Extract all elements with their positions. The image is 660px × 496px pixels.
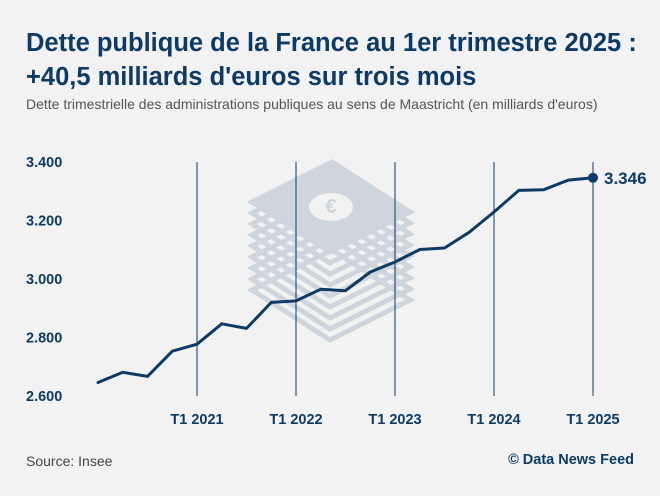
banknote-sheet (246, 247, 416, 343)
banknote-sheet (246, 236, 416, 332)
x-tick-label: T1 2022 (269, 412, 322, 428)
last-value-label: 3.346 (604, 169, 647, 188)
y-tick-label: 2.800 (26, 331, 62, 347)
x-tick-label: T1 2023 (368, 412, 421, 428)
x-axis-ticks: T1 2021 T1 2022 T1 2023 T1 2024 T1 2025 (170, 412, 619, 428)
euro-sign-icon: € (325, 196, 336, 218)
series-debt: 3.346 (96, 169, 647, 384)
x-tick-label: T1 2024 (467, 412, 520, 428)
banknote-sheet (246, 225, 416, 321)
series-line (96, 176, 595, 384)
chart-title: Dette publique de la France au 1er trime… (26, 29, 637, 91)
y-axis-ticks: 2.600 2.800 3.000 3.200 3.400 (26, 155, 62, 405)
y-tick-label: 3.400 (26, 155, 62, 171)
y-tick-label: 3.200 (26, 214, 62, 230)
y-tick-label: 2.600 (26, 389, 62, 405)
x-tick-label: T1 2021 (170, 412, 223, 428)
chart-subtitle: Dette trimestrielle des administrations … (26, 96, 598, 112)
banknote-stack-icon: € (246, 159, 416, 343)
x-tick-label: T1 2025 (566, 412, 619, 428)
euro-coin-icon (309, 193, 353, 221)
y-tick-label: 3.000 (26, 272, 62, 288)
last-point-marker (588, 172, 598, 183)
x-gridlines (196, 162, 594, 396)
source-note: Source: Insee (26, 453, 113, 469)
credit-note: © Data News Feed (508, 452, 634, 468)
